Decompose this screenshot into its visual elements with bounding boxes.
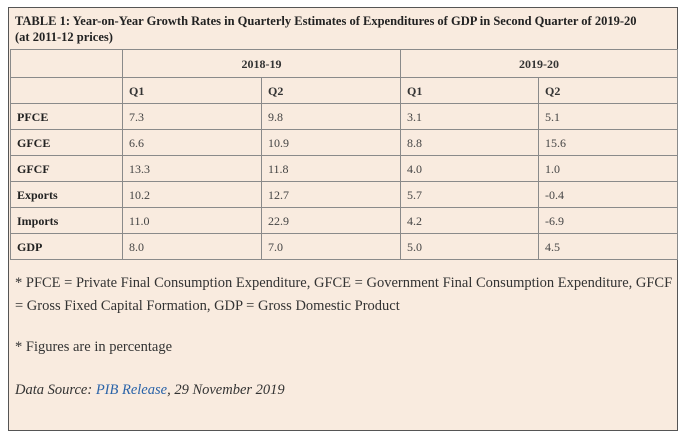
table-cell: 4.2	[400, 207, 539, 234]
quarter-header: Q1	[122, 77, 262, 104]
table-cell: 13.3	[122, 155, 262, 182]
table-cell: 10.9	[261, 129, 401, 156]
header-blank-cell	[10, 49, 123, 78]
table-cell: 22.9	[261, 207, 401, 234]
table-cell: 6.6	[122, 129, 262, 156]
table-cell: 4.0	[400, 155, 539, 182]
table-caption: TABLE 1: Year-on-Year Growth Rates in Qu…	[15, 13, 675, 45]
table-cell: 7.3	[122, 103, 262, 130]
table-row: GFCE 6.6 10.9 8.8 15.6	[10, 129, 678, 156]
table-cell: -6.9	[538, 207, 678, 234]
row-label: GFCE	[10, 129, 123, 156]
table-cell: 9.8	[261, 103, 401, 130]
caption-subtitle: (at 2011-12 prices)	[15, 30, 113, 44]
table-cell: 3.1	[400, 103, 539, 130]
quarter-header: Q1	[400, 77, 539, 104]
year-header-row: 2018-19 2019-20	[10, 49, 678, 78]
table-cell: 5.0	[400, 233, 539, 260]
quarter-header-row: Q1 Q2 Q1 Q2	[10, 77, 678, 104]
row-label: GFCF	[10, 155, 123, 182]
table-cell: 11.0	[122, 207, 262, 234]
table-cell: 10.2	[122, 181, 262, 208]
row-label: Imports	[10, 207, 123, 234]
table-cell: 4.5	[538, 233, 678, 260]
table-cell: 5.1	[538, 103, 678, 130]
quarter-header: Q2	[538, 77, 678, 104]
pib-release-link[interactable]: PIB Release	[95, 382, 168, 398]
growth-rates-table: 2018-19 2019-20 Q1 Q2 Q1 Q2 PFCE 7.3 9.8…	[10, 49, 678, 260]
table-row: GFCF 13.3 11.8 4.0 1.0	[10, 155, 678, 182]
year-header: 2018-19	[122, 49, 401, 78]
table-cell: -0.4	[538, 181, 678, 208]
row-label: Exports	[10, 181, 123, 208]
table-row: Imports 11.0 22.9 4.2 -6.9	[10, 207, 678, 234]
quarter-header: Q2	[261, 77, 401, 104]
table-cell: 12.7	[261, 181, 401, 208]
caption-title: TABLE 1: Year-on-Year Growth Rates in Qu…	[15, 14, 637, 28]
table-row: PFCE 7.3 9.8 3.1 5.1	[10, 103, 678, 130]
table-row: Exports 10.2 12.7 5.7 -0.4	[10, 181, 678, 208]
abbreviation-note: * PFCE = Private Final Consumption Expen…	[15, 275, 673, 314]
row-label: PFCE	[10, 103, 123, 130]
data-source-prefix: Data Source:	[15, 382, 96, 398]
table-panel: TABLE 1: Year-on-Year Growth Rates in Qu…	[8, 7, 678, 431]
percentage-note: * Figures are in percentage	[15, 339, 173, 355]
table-cell: 15.6	[538, 129, 678, 156]
table-notes: * PFCE = Private Final Consumption Expen…	[15, 272, 675, 400]
table-cell: 7.0	[261, 233, 401, 260]
row-label: GDP	[10, 233, 123, 260]
table-cell: 5.7	[400, 181, 539, 208]
data-source: Data Source: PIB Release, 29 November 20…	[15, 380, 675, 400]
table-cell: 8.8	[400, 129, 539, 156]
header-blank-cell	[10, 77, 123, 104]
table-cell: 8.0	[122, 233, 262, 260]
table-cell: 11.8	[261, 155, 401, 182]
table-row: GDP 8.0 7.0 5.0 4.5	[10, 233, 678, 260]
year-header: 2019-20	[400, 49, 678, 78]
table-cell: 1.0	[538, 155, 678, 182]
data-source-date: , 29 November 2019	[167, 382, 285, 398]
